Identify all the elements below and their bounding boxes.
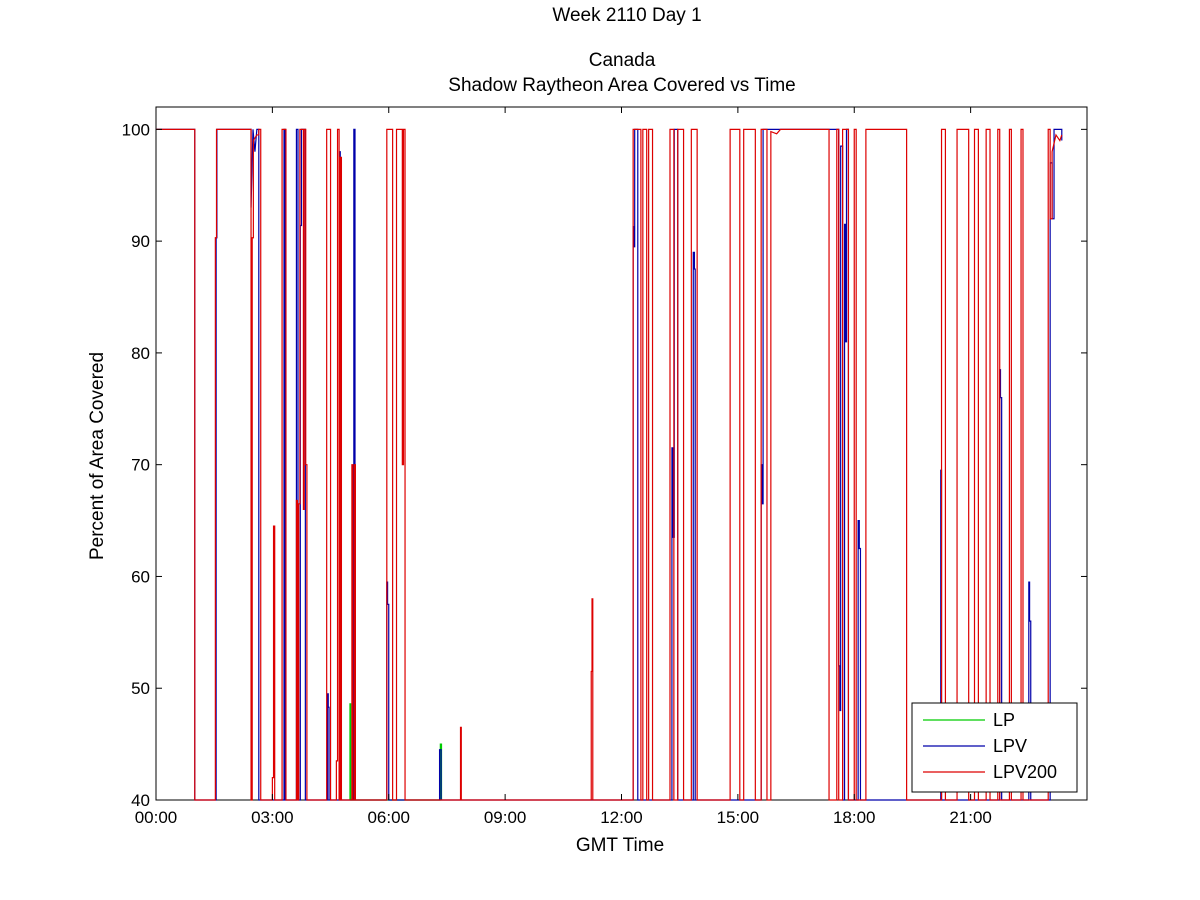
x-tick-label: 15:00 xyxy=(717,808,760,827)
y-tick-label: 40 xyxy=(131,791,150,810)
legend-label-lp: LP xyxy=(993,710,1015,730)
series-layer xyxy=(156,128,1063,801)
chart-title-line-4: Shadow Raytheon Area Covered vs Time xyxy=(448,75,795,96)
y-tick-label: 60 xyxy=(131,567,150,586)
x-tick-label: 03:00 xyxy=(251,808,294,827)
y-tick-label: 100 xyxy=(122,120,150,139)
y-tick-label: 90 xyxy=(131,232,150,251)
y-axis-label: Percent of Area Covered xyxy=(87,352,108,560)
chart-title-line-3: Canada xyxy=(589,50,656,71)
y-tick-label: 80 xyxy=(131,344,150,363)
legend-box xyxy=(911,702,1078,793)
y-tick-label: 70 xyxy=(131,456,150,475)
legend-label-lpv200: LPV200 xyxy=(993,762,1057,782)
x-tick-label: 18:00 xyxy=(833,808,876,827)
legend: LP LPV LPV200 xyxy=(911,702,1078,793)
ticks-layer: 00:00 03:00 06:00 09:00 12:00 15:00 18:00 21:00… xyxy=(122,107,1087,827)
x-tick-label: 09:00 xyxy=(484,808,527,827)
x-tick-label: 00:00 xyxy=(135,808,178,827)
series-line-lpv200 xyxy=(156,128,1063,801)
x-axis-label: GMT Time xyxy=(576,835,664,856)
x-tick-label: 12:00 xyxy=(600,808,643,827)
x-tick-label: 21:00 xyxy=(949,808,992,827)
plot-area xyxy=(155,106,1088,801)
y-tick-label: 50 xyxy=(131,679,150,698)
legend-label-lpv: LPV xyxy=(993,736,1027,756)
x-tick-label: 06:00 xyxy=(367,808,410,827)
chart-title-line-1: Week 2110 Day 1 xyxy=(552,5,701,26)
